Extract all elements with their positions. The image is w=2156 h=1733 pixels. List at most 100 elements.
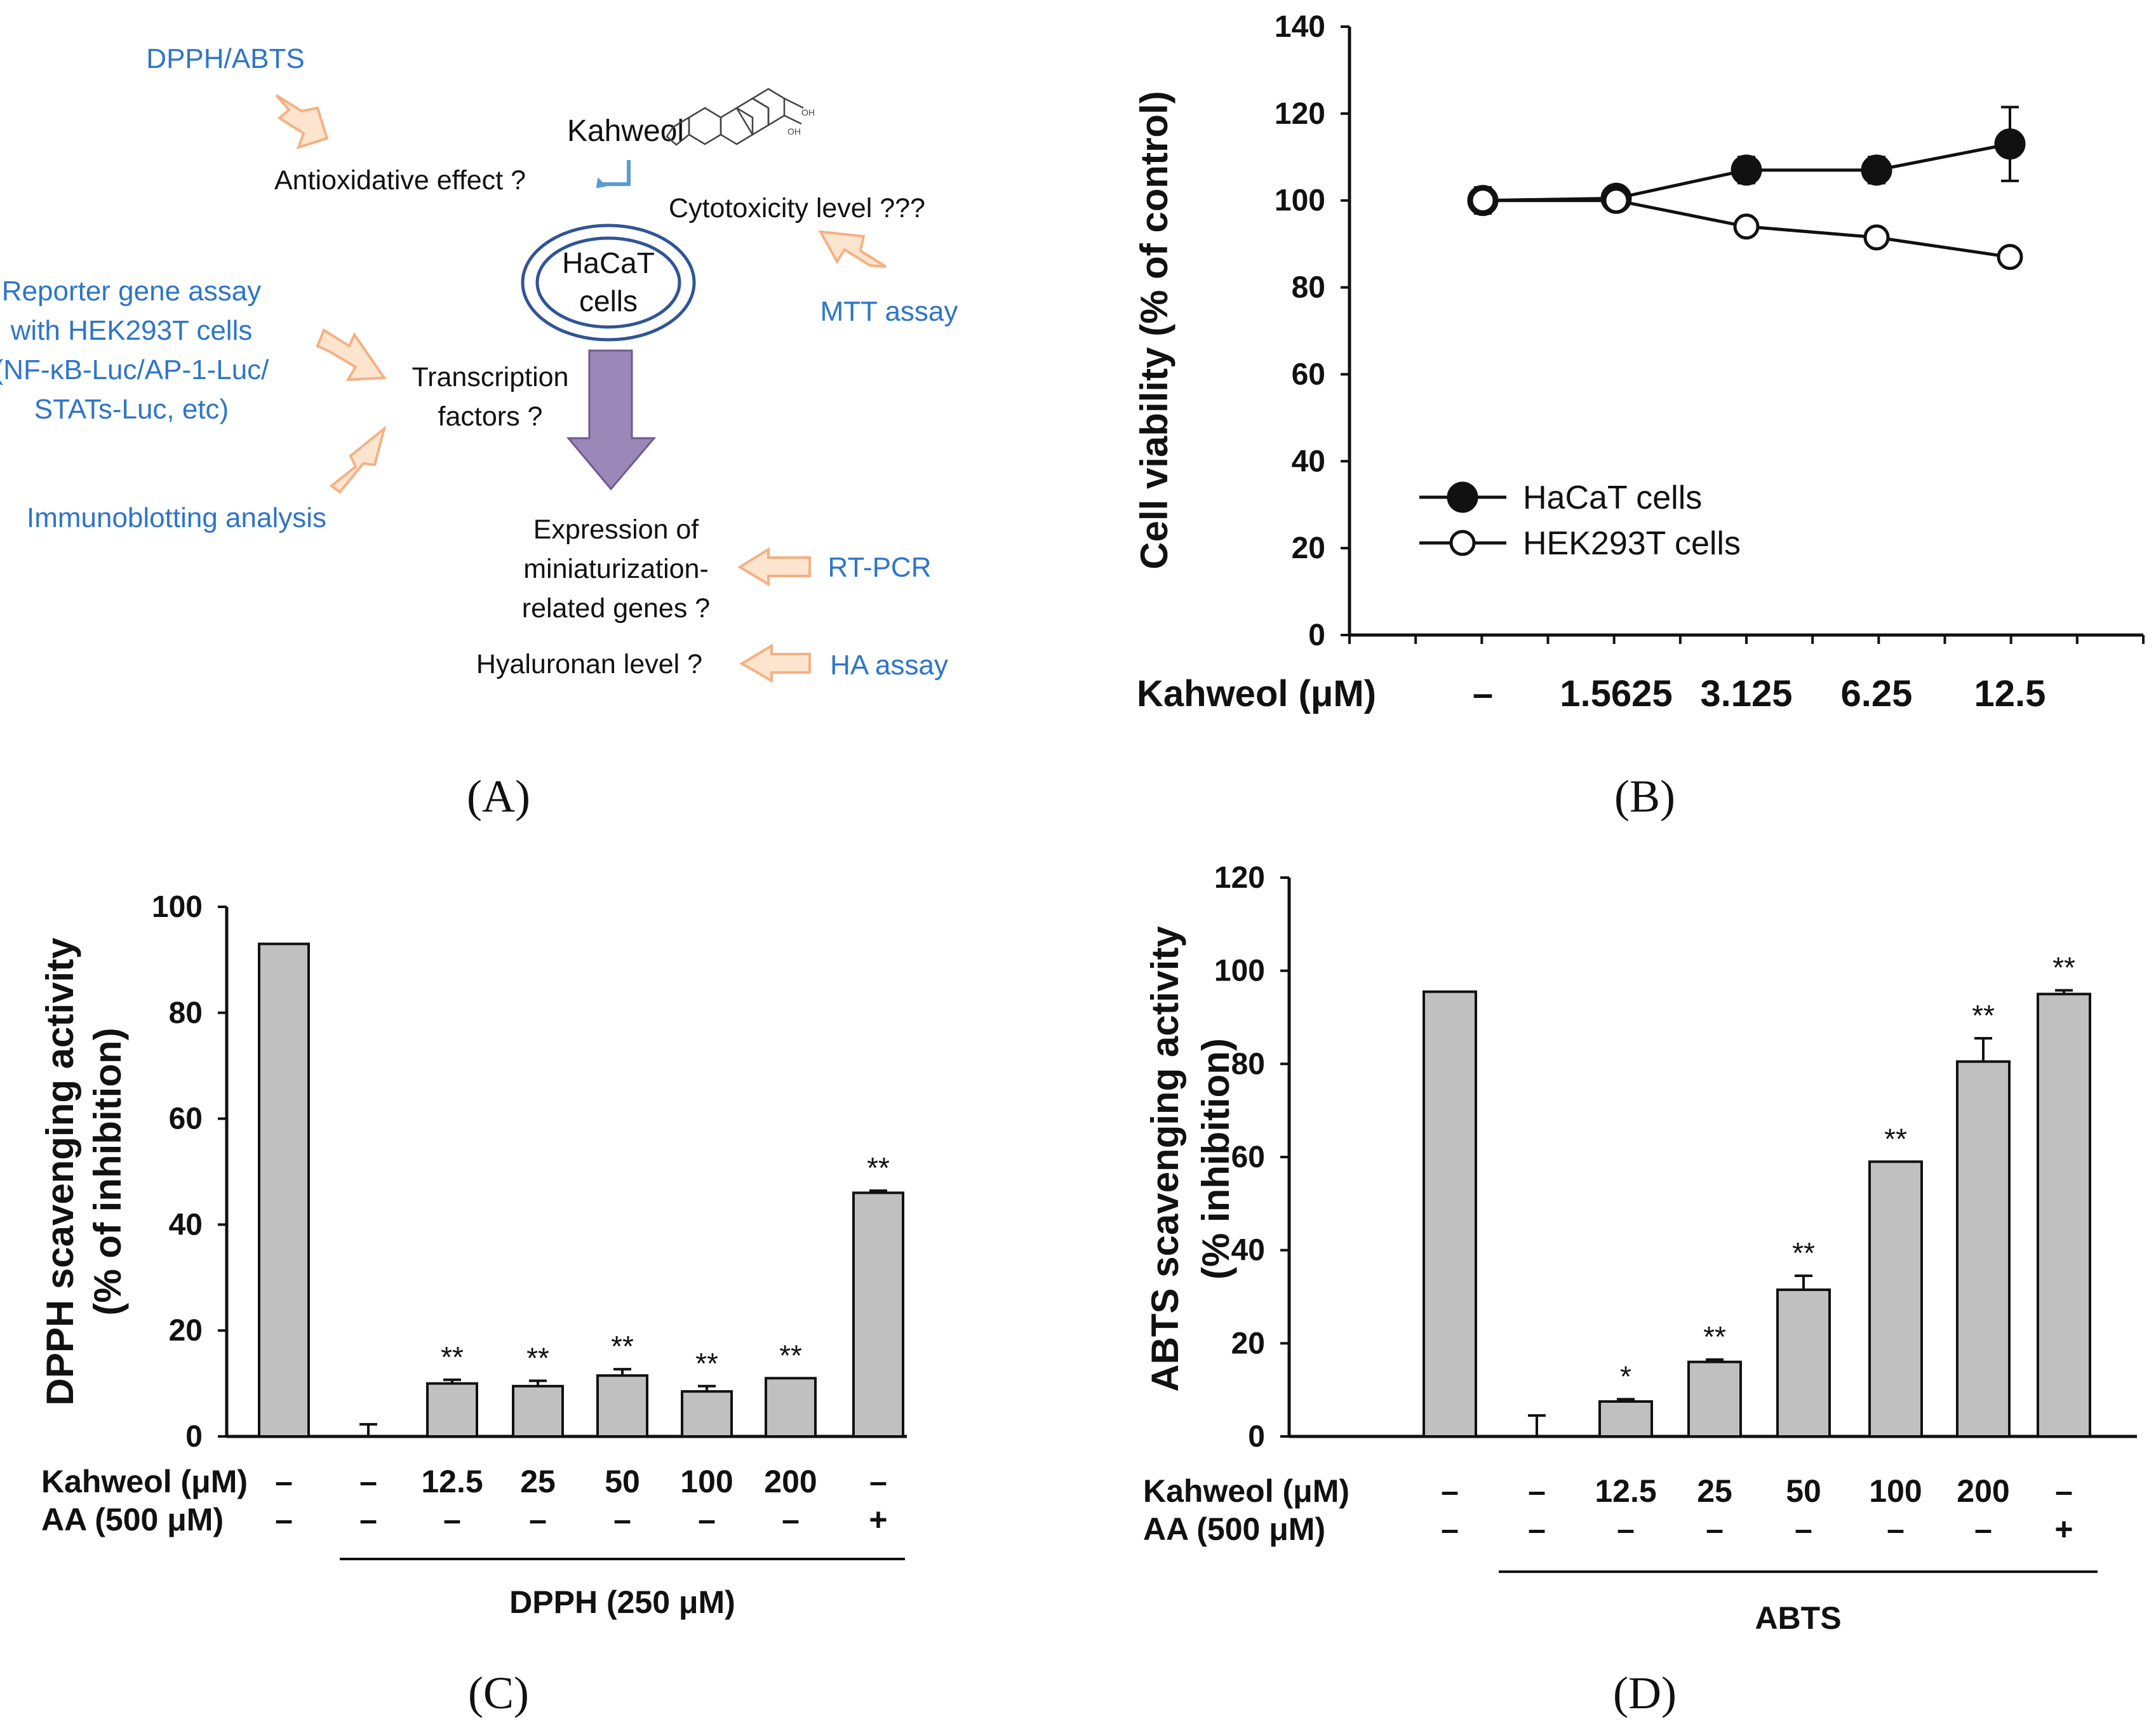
d-y-tick-label: 20	[1231, 1327, 1265, 1360]
b-x-tick-label: 3.125	[1700, 673, 1792, 714]
panel-a-diagram: DPPH/ABTS Antioxidative effect ? Kahweol…	[0, 43, 958, 683]
svg-text:OH: OH	[787, 126, 801, 137]
d-kahweol-value: 12.5	[1595, 1473, 1656, 1509]
d-y-tick-label: 60	[1231, 1141, 1265, 1174]
d-bar	[2037, 993, 2091, 1438]
b-point-0	[1994, 128, 2026, 160]
arrow-rtpcr	[737, 547, 811, 587]
d-kahweol-value: 25	[1697, 1473, 1732, 1509]
b-y-tick-label: 100	[1275, 184, 1325, 218]
reporter-line-1: Reporter gene assay	[2, 276, 261, 307]
panel-c-label: (C)	[468, 1668, 529, 1718]
panel-d-chart: 020406080100120––––*12.5–**25–**50–**100…	[1143, 861, 2137, 1718]
kahweol-label: Kahweol	[567, 114, 684, 148]
d-significance-mark: **	[1972, 999, 1995, 1032]
b-point-0	[1731, 154, 1762, 186]
b-x-tick-label: –	[1473, 673, 1493, 714]
d-y-axis-label-2: (% inhibition)	[1195, 1038, 1237, 1280]
cytotoxicity-label: Cytotoxicity level ???	[669, 193, 925, 224]
reporter-line-2: with HEK293T cells	[10, 315, 253, 346]
d-bar	[1598, 1400, 1653, 1438]
c-y-tick-label: 20	[169, 1314, 203, 1348]
b-y-tick-label: 80	[1292, 271, 1325, 305]
c-bar	[512, 1384, 564, 1438]
c-significance-mark: **	[611, 1330, 634, 1363]
big-down-arrow-icon	[566, 349, 657, 491]
kahweol-molecule-icon: OH OH	[666, 88, 815, 146]
c-y-tick-label: 80	[169, 996, 203, 1030]
c-significance-mark: **	[867, 1151, 890, 1184]
c-aa-value: +	[869, 1502, 887, 1537]
dpph-abts-label: DPPH/ABTS	[146, 43, 304, 74]
c-kahweol-row-label: Kahweol (μM)	[41, 1464, 248, 1499]
d-kahweol-row-label: Kahweol (μM)	[1143, 1473, 1349, 1509]
c-bar	[596, 1374, 648, 1438]
c-significance-mark: **	[695, 1347, 718, 1380]
d-aa-value: –	[1974, 1511, 1992, 1547]
d-aa-value: –	[1617, 1511, 1635, 1547]
c-aa-row-label: AA (500 μM)	[41, 1502, 224, 1537]
b-legend-label-1: HEK293T cells	[1523, 525, 1741, 562]
c-significance-mark: **	[526, 1341, 549, 1374]
b-point-1	[1470, 187, 1496, 214]
ha-assay-label: HA assay	[830, 650, 948, 681]
c-y-tick-label: 60	[169, 1102, 203, 1136]
c-aa-value: –	[359, 1502, 377, 1537]
d-y-tick-label: 100	[1214, 954, 1265, 988]
d-significance-mark: **	[2052, 951, 2075, 984]
transcription-line-1: Transcription	[412, 362, 569, 392]
c-aa-value: –	[613, 1502, 631, 1537]
c-group-label: DPPH (250 μM)	[509, 1584, 735, 1620]
d-bar	[1868, 1160, 1923, 1438]
reporter-line-3: (NF-κB-Luc/AP-1-Luc/	[0, 354, 269, 385]
mtt-label: MTT assay	[820, 296, 958, 327]
cells-label: cells	[579, 284, 638, 318]
c-y-axis-label-2: (% of inhibition)	[86, 1027, 129, 1315]
d-significance-mark: *	[1620, 1360, 1631, 1393]
d-significance-mark: **	[1703, 1320, 1726, 1353]
hacat-inner-ellipse	[535, 236, 681, 329]
b-x-tick-label: 12.5	[1974, 673, 2046, 714]
hyaluronan-label: Hyaluronan level ?	[476, 649, 702, 679]
b-point-1	[1603, 187, 1630, 214]
rtpcr-label: RT-PCR	[828, 552, 932, 583]
d-bar	[1687, 1360, 1742, 1438]
expression-line-3: related genes ?	[522, 593, 710, 624]
c-bar	[426, 1382, 478, 1438]
d-y-tick-label: 40	[1231, 1234, 1265, 1268]
kahweol-arrow-icon	[603, 160, 631, 186]
c-kahweol-value: –	[359, 1464, 377, 1499]
d-aa-value: –	[1706, 1511, 1724, 1547]
b-y-tick-label: 40	[1292, 445, 1325, 478]
immuno-label: Immunoblotting analysis	[27, 502, 326, 533]
c-y-tick-label: 40	[169, 1208, 203, 1241]
c-aa-value: –	[782, 1502, 800, 1537]
hacat-outer-ellipse	[521, 224, 696, 342]
c-aa-value: –	[275, 1502, 293, 1537]
panel-c-chart: 020406080100––––**12.5–**25–**50–**100–*…	[39, 890, 907, 1718]
d-aa-value: –	[1887, 1511, 1905, 1547]
b-y-tick-label: 120	[1275, 97, 1325, 131]
d-kahweol-value: 200	[1957, 1473, 2009, 1509]
c-aa-value: –	[443, 1502, 461, 1537]
c-significance-mark: **	[441, 1341, 464, 1374]
d-bar	[1776, 1288, 1831, 1438]
d-bar	[1956, 1060, 2011, 1438]
b-point-1	[1733, 213, 1760, 240]
d-aa-value: +	[2054, 1511, 2073, 1547]
b-x-tick-label: 1.5625	[1560, 673, 1672, 714]
arrow-dpph	[275, 94, 329, 150]
b-y-tick-label: 0	[1308, 619, 1325, 652]
panel-b-label: (B)	[1614, 771, 1675, 822]
reporter-line-4: STATs-Luc, etc)	[34, 394, 229, 425]
c-bar	[258, 942, 310, 1438]
d-aa-value: –	[1441, 1511, 1459, 1547]
d-group-label: ABTS	[1755, 1600, 1841, 1636]
d-kahweol-value: 100	[1869, 1473, 1922, 1509]
b-point-0	[1861, 154, 1892, 186]
c-aa-value: –	[529, 1502, 547, 1537]
c-bar	[852, 1191, 904, 1438]
d-y-tick-label: 80	[1231, 1047, 1265, 1081]
d-aa-value: –	[1795, 1511, 1812, 1547]
expression-line-1: Expression of	[533, 514, 700, 545]
